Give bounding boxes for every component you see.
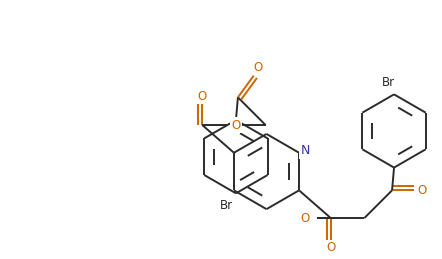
Text: O: O bbox=[326, 241, 335, 254]
Text: Br: Br bbox=[381, 76, 395, 89]
Text: O: O bbox=[253, 61, 262, 74]
Text: O: O bbox=[417, 184, 427, 197]
Text: O: O bbox=[301, 212, 310, 225]
Text: O: O bbox=[231, 119, 240, 132]
Text: O: O bbox=[198, 90, 207, 103]
Text: N: N bbox=[300, 144, 310, 157]
Text: Br: Br bbox=[220, 199, 232, 212]
